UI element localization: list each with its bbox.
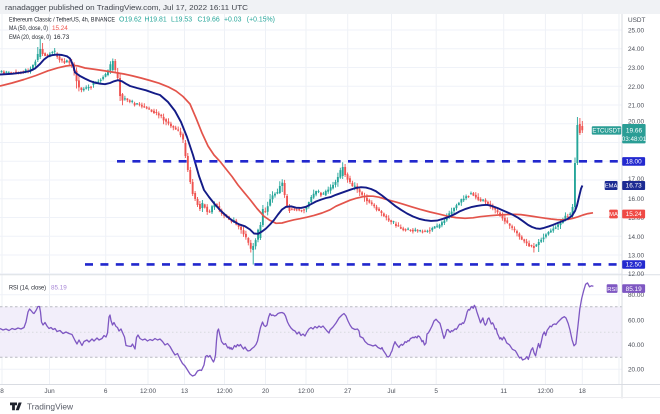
svg-text:6: 6 [104,388,108,395]
svg-text:16.00: 16.00 [628,196,644,203]
svg-text:MA (50, close, 0): MA (50, close, 0) [9,25,48,32]
svg-text:Jul: Jul [387,388,395,395]
svg-text:20.00: 20.00 [628,119,644,126]
svg-text:20: 20 [262,388,270,395]
svg-text:ranadagger published on Tradin: ranadagger published on TradingView.com,… [5,3,249,12]
svg-text:85.19: 85.19 [626,286,642,293]
svg-text:85.19: 85.19 [51,284,67,291]
svg-text:22.00: 22.00 [628,84,644,91]
svg-text:13.00: 13.00 [628,253,644,260]
svg-text:27: 27 [344,388,352,395]
svg-text:23.00: 23.00 [628,65,644,72]
svg-text:19.66: 19.66 [626,127,643,134]
svg-text:40.00: 40.00 [628,342,644,349]
svg-text:13: 13 [181,388,189,395]
svg-text:EMA: EMA [605,184,618,190]
svg-text:80.00: 80.00 [628,292,644,299]
svg-text:12:00: 12:00 [298,388,314,395]
svg-text:18.00: 18.00 [626,159,642,166]
svg-text:8: 8 [0,388,4,395]
svg-text:5: 5 [434,388,438,395]
svg-text:12.50: 12.50 [626,262,642,269]
svg-text:24.00: 24.00 [628,46,644,53]
svg-text:12:00: 12:00 [140,388,156,395]
svg-text:RSI: RSI [607,287,617,293]
svg-text:14.00: 14.00 [628,234,644,241]
svg-text:16.73: 16.73 [626,183,642,190]
svg-text:ETCUSDT: ETCUSDT [592,129,621,135]
svg-text:15.24: 15.24 [52,25,68,32]
svg-text:20.00: 20.00 [628,367,644,374]
svg-text:21.00: 21.00 [628,103,644,110]
svg-text:03:48:01: 03:48:01 [622,136,647,143]
svg-text:RSI (14, close): RSI (14, close) [9,284,46,291]
svg-text:MA: MA [609,212,618,218]
svg-text:12.00: 12.00 [628,271,644,278]
svg-text:EMA (20, close, 0): EMA (20, close, 0) [9,34,51,41]
svg-text:12:00: 12:00 [537,388,553,395]
svg-text:25.00: 25.00 [628,28,644,35]
svg-text:Ethereum Classic / TetherUS, 4: Ethereum Classic / TetherUS, 4h, BINANCE [9,16,115,23]
svg-text:12:00: 12:00 [217,388,233,395]
svg-text:TradingView: TradingView [27,401,74,411]
svg-text:16.73: 16.73 [54,34,70,41]
svg-text:15.24: 15.24 [626,211,642,218]
svg-text:Jun: Jun [44,388,55,395]
svg-text:15.00: 15.00 [628,215,644,222]
svg-text:11: 11 [500,388,507,395]
svg-text:17.00: 17.00 [628,176,644,183]
svg-text:USDT: USDT [628,17,645,24]
svg-text:60.00: 60.00 [628,317,644,324]
svg-text:18: 18 [579,388,587,395]
